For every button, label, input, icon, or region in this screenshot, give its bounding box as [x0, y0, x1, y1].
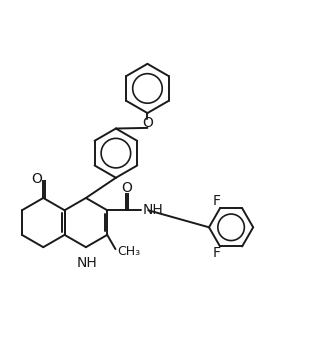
Text: F: F	[213, 247, 221, 261]
Text: CH₃: CH₃	[117, 245, 140, 258]
Text: NH: NH	[76, 256, 97, 270]
Text: O: O	[142, 117, 153, 131]
Text: NH: NH	[143, 203, 163, 217]
Text: O: O	[121, 181, 132, 195]
Text: F: F	[213, 194, 221, 208]
Text: O: O	[31, 172, 42, 186]
